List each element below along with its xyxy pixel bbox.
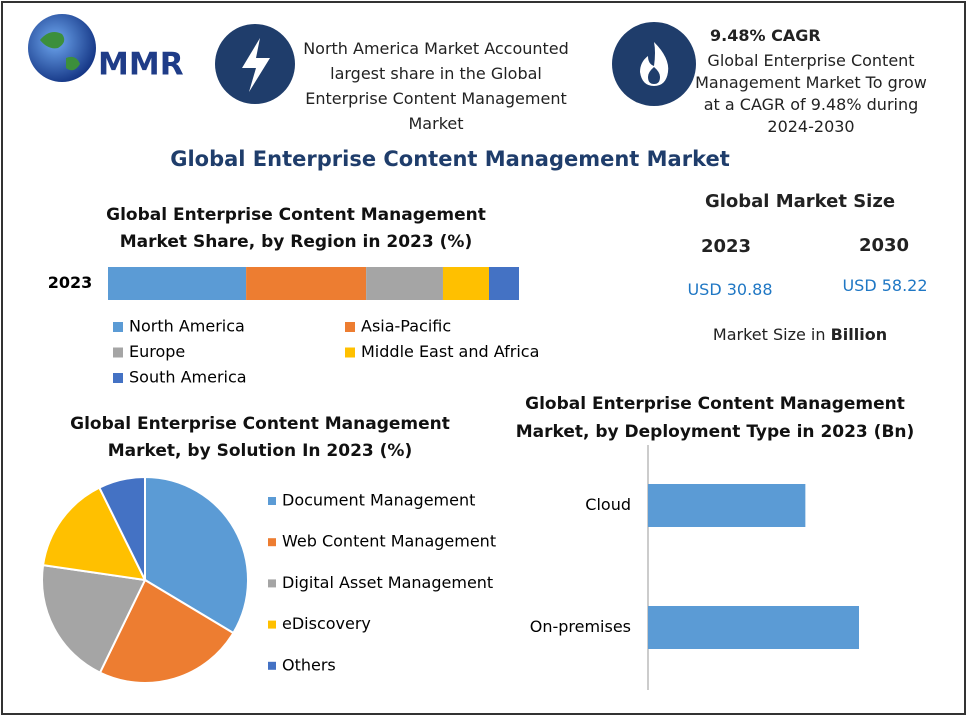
logo-land: [40, 32, 80, 71]
legend-swatch: [345, 322, 355, 332]
icon-circle: [612, 22, 696, 106]
bar-segment: [442, 267, 489, 300]
note-unit: Billion: [830, 325, 888, 344]
pie-slice: [98, 475, 146, 581]
highlight-text: Global Enterprise Content Management Mar…: [695, 51, 927, 136]
bar: [648, 484, 806, 527]
market-size-title: Global Market Size: [704, 191, 896, 212]
highlight-title: 9.48% CAGR: [710, 26, 821, 45]
chart-title: Global Enterprise Content Management Mar…: [106, 205, 486, 252]
bar-segment: [108, 267, 247, 300]
pie-slice: [41, 564, 147, 674]
chart-title: Global Enterprise Content Management Mar…: [515, 394, 915, 442]
note-text: Market Size in: [712, 325, 826, 344]
legend-label: Europe: [129, 342, 185, 361]
bolt-icon: [242, 38, 270, 92]
legend-label: North America: [129, 317, 245, 336]
legend-label: Digital Asset Management: [282, 573, 493, 592]
logo-globe: [28, 14, 96, 82]
legend-swatch: [268, 497, 276, 505]
pie-slice: [144, 475, 249, 635]
pie-slice: [41, 486, 147, 582]
legend-label: Others: [282, 655, 336, 674]
market-value: USD 30.88: [687, 280, 773, 299]
legend-swatch: [268, 579, 276, 588]
bar-segment: [488, 267, 519, 300]
legend-swatch: [113, 347, 123, 358]
legend-swatch: [268, 538, 276, 547]
chart-title: Global Enterprise Content Management Mar…: [70, 414, 450, 461]
flame-core: [648, 67, 660, 84]
main-title: Global Enterprise Content Management Mar…: [170, 147, 730, 171]
legend-label: Asia-Pacific: [361, 317, 451, 336]
market-value: USD 58.22: [842, 276, 928, 295]
legend-label: Document Management: [282, 491, 475, 510]
highlight-text: North America Market Accounted largest s…: [303, 39, 569, 133]
category-label: 2023: [48, 273, 93, 292]
year-label: 2023: [700, 236, 752, 257]
legend-swatch: [113, 322, 123, 332]
flame-icon: [640, 42, 669, 86]
legend-swatch: [268, 661, 276, 670]
category-label: On-premises: [530, 617, 631, 636]
legend-label: South America: [129, 368, 247, 387]
legend-swatch: [113, 373, 123, 383]
logo-text: MMR: [98, 47, 184, 83]
year-label: 2030: [858, 235, 910, 256]
market-note: Market Size in Billion: [680, 325, 920, 344]
bar-segment: [366, 267, 443, 300]
bar-segment: [246, 267, 367, 300]
legend-swatch: [345, 347, 355, 358]
legend-label: Web Content Management: [282, 532, 496, 551]
category-label: Cloud: [585, 495, 631, 514]
bar: [648, 606, 859, 649]
legend-swatch: [268, 620, 276, 629]
legend-label: Middle East and Africa: [361, 342, 539, 361]
legend-label: eDiscovery: [282, 614, 371, 633]
